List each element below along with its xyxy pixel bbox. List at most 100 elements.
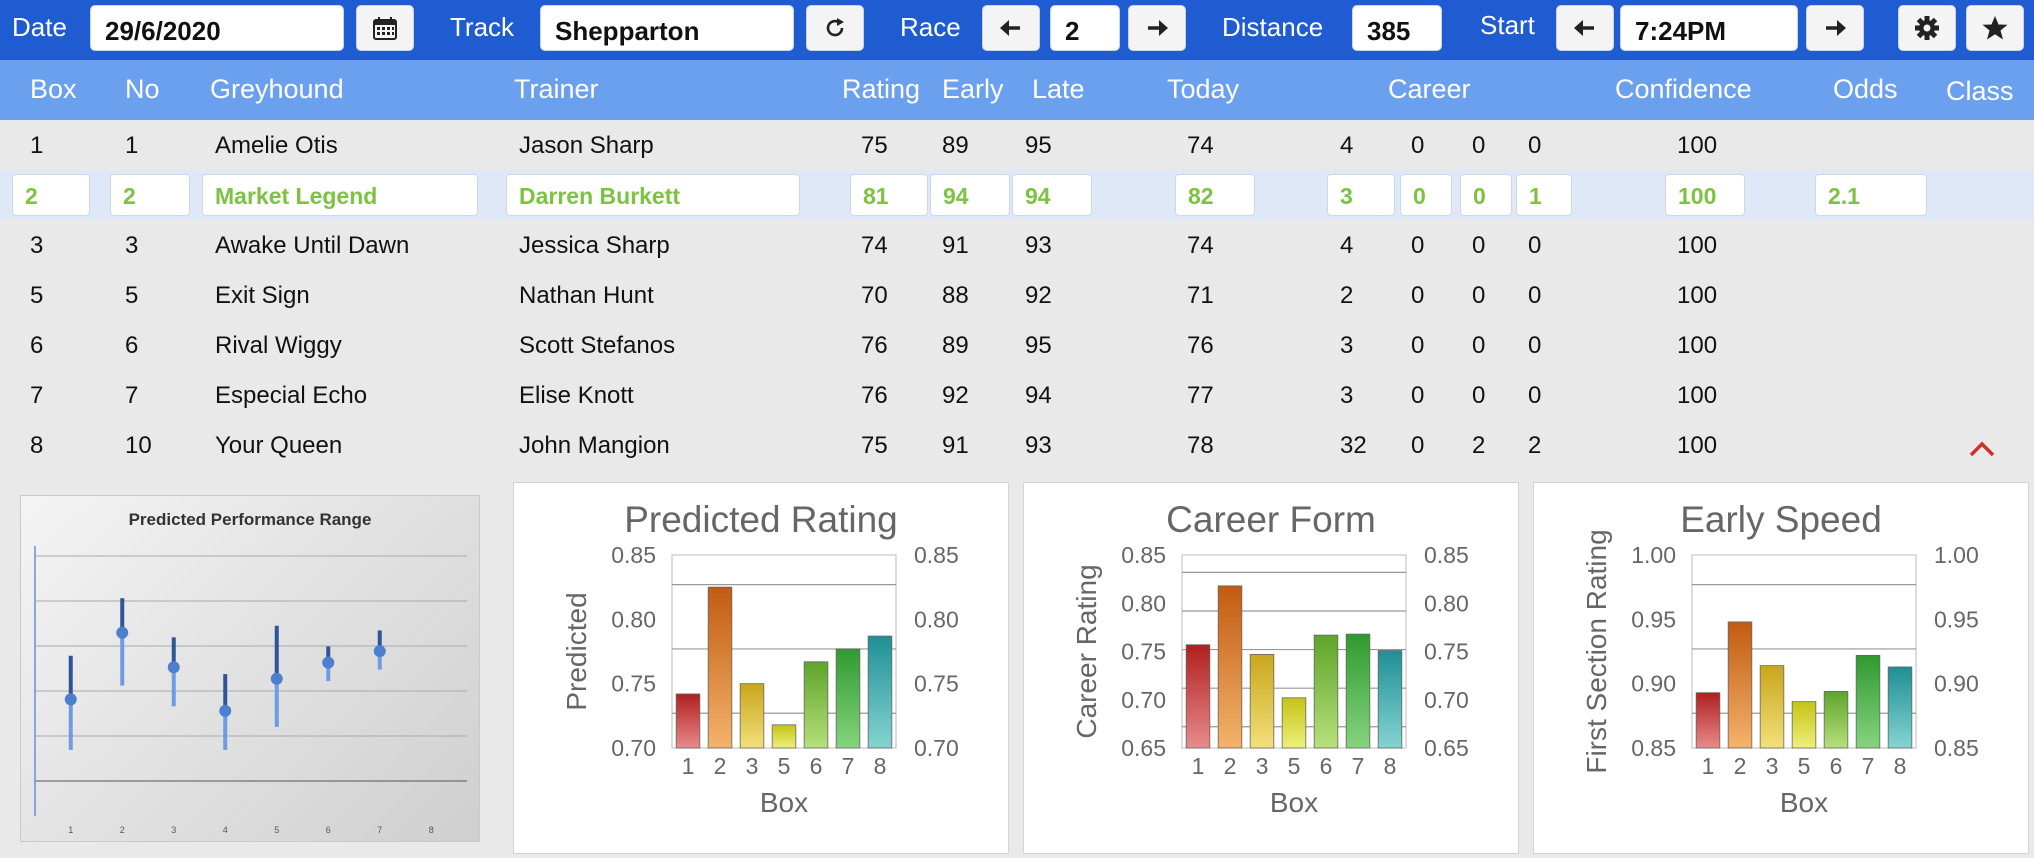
calendar-icon [373, 17, 397, 40]
table-row[interactable]: 5 5 Exit Sign Nathan Hunt 70 88 92 71 2 0 0 0 100 [0, 270, 2034, 320]
table-row-selected[interactable]: 2 2 Market Legend Darren Burkett 81 94 94 82 3 0 0… [0, 170, 2034, 220]
cell-name: Exit Sign [215, 282, 310, 309]
table-row[interactable]: 6 6 Rival Wiggy Scott Stefanos 76 89 95 76 3 0 0 0 1… [0, 320, 2034, 370]
cell-early[interactable]: 94 [930, 174, 1010, 216]
bar [867, 635, 893, 749]
cell-box: 8 [30, 432, 44, 459]
cell-late: 95 [1025, 132, 1052, 159]
distance-field[interactable]: 385 [1352, 5, 1442, 51]
cell-no: 5 [125, 282, 139, 309]
cell-confidence: 100 [1677, 432, 1718, 459]
col-class[interactable]: Class [1946, 76, 2014, 106]
table-row[interactable]: 3 3 Awake Until Dawn Jessica Sharp 74 91 93 74 4… [0, 220, 2034, 270]
cell-c3: 0 [1472, 382, 1486, 409]
y-axis-label: Predicted [561, 592, 592, 710]
cell-odds[interactable]: 2.1 [1815, 174, 1927, 216]
cell-c4: 0 [1528, 232, 1542, 259]
bar [1377, 650, 1403, 749]
cell-no: 3 [125, 232, 139, 259]
col-confidence[interactable]: Confidence [1615, 74, 1752, 104]
col-trainer[interactable]: Trainer [514, 74, 599, 104]
cell-trainer[interactable]: Darren Burkett [506, 174, 800, 216]
col-rating[interactable]: Rating [842, 74, 921, 104]
x-tick-label: 1 [68, 825, 73, 835]
cell-no: 10 [125, 432, 152, 459]
cell-c3: 2 [1472, 432, 1486, 459]
x-tick-label: 1 [1702, 753, 1715, 779]
refresh-button[interactable] [806, 5, 864, 51]
cell-name: Awake Until Dawn [215, 232, 410, 259]
col-no[interactable]: No [125, 74, 160, 104]
cell-today[interactable]: 82 [1175, 174, 1255, 216]
x-tick-label: 8 [1894, 753, 1907, 779]
y-tick-label: 0.75 [611, 671, 656, 697]
date-field[interactable]: 29/6/2020 [90, 5, 344, 51]
cell-box[interactable]: 2 [12, 174, 90, 216]
col-career[interactable]: Career [1388, 74, 1471, 104]
bar [1887, 666, 1913, 749]
y2-tick-label: 0.85 [914, 542, 959, 568]
cell-c3[interactable]: 0 [1460, 174, 1512, 216]
col-early[interactable]: Early [942, 74, 1004, 104]
cell-name[interactable]: Market Legend [202, 174, 478, 216]
col-box[interactable]: Box [30, 74, 77, 104]
cell-c1: 32 [1340, 432, 1367, 459]
table-header: Box No Greyhound Trainer Rating Early La… [0, 60, 2034, 120]
start-next-button[interactable] [1806, 5, 1864, 51]
x-tick-label: 5 [274, 825, 279, 835]
cell-confidence[interactable]: 100 [1665, 174, 1745, 216]
race-prev-button[interactable] [982, 5, 1040, 51]
cell-today: 77 [1187, 382, 1214, 409]
x-tick-label: 7 [1862, 753, 1875, 779]
chevron-up-icon[interactable] [1968, 440, 1996, 458]
settings-button[interactable] [1898, 5, 1956, 51]
cell-no[interactable]: 2 [110, 174, 190, 216]
cell-late[interactable]: 94 [1012, 174, 1092, 216]
plot-area [671, 554, 897, 749]
cell-rating: 75 [861, 132, 888, 159]
cell-c3: 0 [1472, 132, 1486, 159]
table-row[interactable]: 1 1 Amelie Otis Jason Sharp 75 89 95 74 4 0 0 0 100 [0, 120, 2034, 170]
cell-today: 78 [1187, 432, 1214, 459]
race-next-button[interactable] [1128, 5, 1186, 51]
x-tick-label: 8 [874, 753, 887, 779]
x-axis-label: Box [760, 787, 808, 818]
bar [1695, 692, 1721, 749]
range-point [322, 656, 335, 669]
x-tick-label: 2 [1224, 753, 1237, 779]
col-odds[interactable]: Odds [1833, 74, 1898, 104]
col-late[interactable]: Late [1032, 74, 1085, 104]
y-tick-label: 0.85 [611, 542, 656, 568]
cell-confidence: 100 [1677, 282, 1718, 309]
y-tick-label: 0.70 [1121, 687, 1166, 713]
x-tick-label: 1 [682, 753, 695, 779]
race-number-field[interactable]: 2 [1050, 5, 1120, 51]
cell-rating: 76 [861, 332, 888, 359]
y-tick-label: 0.80 [1121, 590, 1166, 616]
col-today[interactable]: Today [1167, 74, 1240, 104]
cell-rating[interactable]: 81 [850, 174, 928, 216]
start-prev-button[interactable] [1556, 5, 1614, 51]
calendar-button[interactable] [356, 5, 414, 51]
track-field[interactable]: Shepparton [540, 5, 794, 51]
y-tick-label: 0.70 [611, 735, 656, 761]
col-greyhound[interactable]: Greyhound [210, 74, 344, 104]
start-time-field[interactable]: 7:24PM [1620, 5, 1798, 51]
favorite-button[interactable] [1966, 5, 2024, 51]
cell-c2: 0 [1411, 332, 1425, 359]
table-row[interactable]: 7 7 Especial Echo Elise Knott 76 92 94 77 3 0 0 0 10… [0, 370, 2034, 420]
table-row[interactable]: 8 10 Your Queen John Mangion 75 91 93 78 32 0 2 2 10… [0, 420, 2034, 470]
range-point [270, 672, 283, 685]
cell-confidence: 100 [1677, 332, 1718, 359]
distance-label: Distance [1222, 12, 1324, 42]
cell-c4[interactable]: 1 [1516, 174, 1572, 216]
cell-c2[interactable]: 0 [1400, 174, 1452, 216]
cell-today: 74 [1187, 132, 1214, 159]
x-tick-label: 5 [778, 753, 791, 779]
x-tick-label: 6 [810, 753, 823, 779]
cell-no: 7 [125, 382, 139, 409]
cell-c1: 4 [1340, 132, 1354, 159]
cell-c1[interactable]: 3 [1327, 174, 1395, 216]
bar [739, 683, 765, 749]
bar [1855, 654, 1881, 749]
